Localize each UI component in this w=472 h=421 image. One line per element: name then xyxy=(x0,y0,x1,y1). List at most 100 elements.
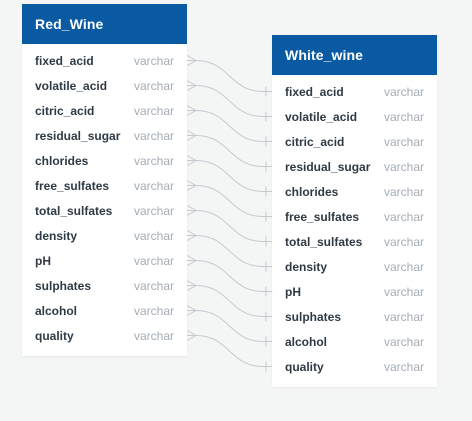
column-list: fixed_acid varchar volatile_acid varchar c… xyxy=(272,75,437,387)
relationship-link xyxy=(187,110,272,142)
table-row[interactable]: fixed_acid varchar xyxy=(22,48,187,73)
column-type: varchar xyxy=(383,159,424,174)
column-name: pH xyxy=(285,284,301,299)
column-type: varchar xyxy=(383,84,424,99)
column-name: density xyxy=(35,228,78,243)
column-list: fixed_acid varchar volatile_acid varchar c… xyxy=(22,44,187,356)
column-name: quality xyxy=(285,359,324,374)
column-type: varchar xyxy=(383,259,424,274)
table-row[interactable]: sulphates varchar xyxy=(272,304,437,329)
table-header-red-wine[interactable]: Red_Wine xyxy=(22,4,187,44)
column-name: alcohol xyxy=(35,303,78,318)
table-row[interactable]: quality varchar xyxy=(22,323,187,348)
relationship-link xyxy=(187,85,272,117)
column-type: varchar xyxy=(383,134,424,149)
column-type: varchar xyxy=(133,303,174,318)
table-row[interactable]: volatile_acid varchar xyxy=(22,73,187,98)
column-type: varchar xyxy=(383,184,424,199)
relationship-link xyxy=(187,335,272,367)
table-row[interactable]: chlorides varchar xyxy=(22,148,187,173)
many-end-marker xyxy=(186,105,198,116)
column-type: varchar xyxy=(383,334,424,349)
column-type: varchar xyxy=(133,328,174,343)
many-end-marker xyxy=(186,80,198,91)
relationship-link xyxy=(187,310,272,342)
table-row[interactable]: citric_acid varchar xyxy=(272,129,437,154)
table-row[interactable]: alcohol varchar xyxy=(272,329,437,354)
many-end-marker xyxy=(186,130,198,141)
column-name: volatile_acid xyxy=(285,109,358,124)
column-type: varchar xyxy=(133,153,174,168)
relationship-link xyxy=(187,235,272,267)
table-title: Red_Wine xyxy=(35,16,104,32)
table-row[interactable]: fixed_acid varchar xyxy=(272,79,437,104)
column-type: varchar xyxy=(133,103,174,118)
column-type: varchar xyxy=(383,109,424,124)
table-header-white-wine[interactable]: White_wine xyxy=(272,35,437,75)
column-name: residual_sugar xyxy=(35,128,121,143)
table-red-wine[interactable]: Red_Wine fixed_acid varchar volatile_acid… xyxy=(22,4,187,356)
column-name: fixed_acid xyxy=(285,84,344,99)
relationship-link xyxy=(187,210,272,242)
many-end-marker xyxy=(186,305,198,316)
many-end-marker xyxy=(186,155,198,166)
column-type: varchar xyxy=(133,203,174,218)
table-row[interactable]: sulphates varchar xyxy=(22,273,187,298)
table-row[interactable]: pH varchar xyxy=(272,279,437,304)
relationship-link xyxy=(187,260,272,292)
table-row[interactable]: pH varchar xyxy=(22,248,187,273)
column-type: varchar xyxy=(383,359,424,374)
column-type: varchar xyxy=(133,53,174,68)
column-name: fixed_acid xyxy=(35,53,94,68)
column-name: citric_acid xyxy=(285,134,345,149)
column-name: quality xyxy=(35,328,74,343)
table-row[interactable]: free_sulfates varchar xyxy=(272,204,437,229)
table-row[interactable]: density varchar xyxy=(272,254,437,279)
relationship-link xyxy=(187,285,272,317)
table-row[interactable]: residual_sugar varchar xyxy=(272,154,437,179)
column-name: pH xyxy=(35,253,51,268)
column-type: varchar xyxy=(133,78,174,93)
column-type: varchar xyxy=(383,284,424,299)
column-name: sulphates xyxy=(35,278,92,293)
relationship-link xyxy=(187,160,272,192)
column-type: varchar xyxy=(383,234,424,249)
relationship-link xyxy=(187,135,272,167)
column-name: residual_sugar xyxy=(285,159,371,174)
column-name: total_sulfates xyxy=(285,234,363,249)
column-type: varchar xyxy=(133,128,174,143)
table-row[interactable]: residual_sugar varchar xyxy=(22,123,187,148)
column-name: citric_acid xyxy=(35,103,95,118)
many-end-marker xyxy=(186,330,198,341)
many-end-marker xyxy=(186,230,198,241)
column-type: varchar xyxy=(133,178,174,193)
many-end-marker xyxy=(186,255,198,266)
table-row[interactable]: quality varchar xyxy=(272,354,437,379)
column-type: varchar xyxy=(383,209,424,224)
column-name: density xyxy=(285,259,328,274)
table-row[interactable]: citric_acid varchar xyxy=(22,98,187,123)
column-name: volatile_acid xyxy=(35,78,108,93)
column-type: varchar xyxy=(133,228,174,243)
table-row[interactable]: total_sulfates varchar xyxy=(22,198,187,223)
column-name: sulphates xyxy=(285,309,342,324)
column-name: free_sulfates xyxy=(35,178,110,193)
many-end-marker xyxy=(186,55,198,66)
many-end-marker xyxy=(186,180,198,191)
table-title: White_wine xyxy=(285,47,364,63)
column-name: total_sulfates xyxy=(35,203,113,218)
table-row[interactable]: chlorides varchar xyxy=(272,179,437,204)
table-white-wine[interactable]: White_wine fixed_acid varchar volatile_ac… xyxy=(272,35,437,387)
table-row[interactable]: density varchar xyxy=(22,223,187,248)
table-row[interactable]: total_sulfates varchar xyxy=(272,229,437,254)
column-name: alcohol xyxy=(285,334,328,349)
column-type: varchar xyxy=(133,253,174,268)
table-row[interactable]: volatile_acid varchar xyxy=(272,104,437,129)
table-row[interactable]: free_sulfates varchar xyxy=(22,173,187,198)
many-end-marker xyxy=(186,280,198,291)
column-type: varchar xyxy=(133,278,174,293)
table-row[interactable]: alcohol varchar xyxy=(22,298,187,323)
many-end-marker xyxy=(186,205,198,216)
column-name: free_sulfates xyxy=(285,209,360,224)
